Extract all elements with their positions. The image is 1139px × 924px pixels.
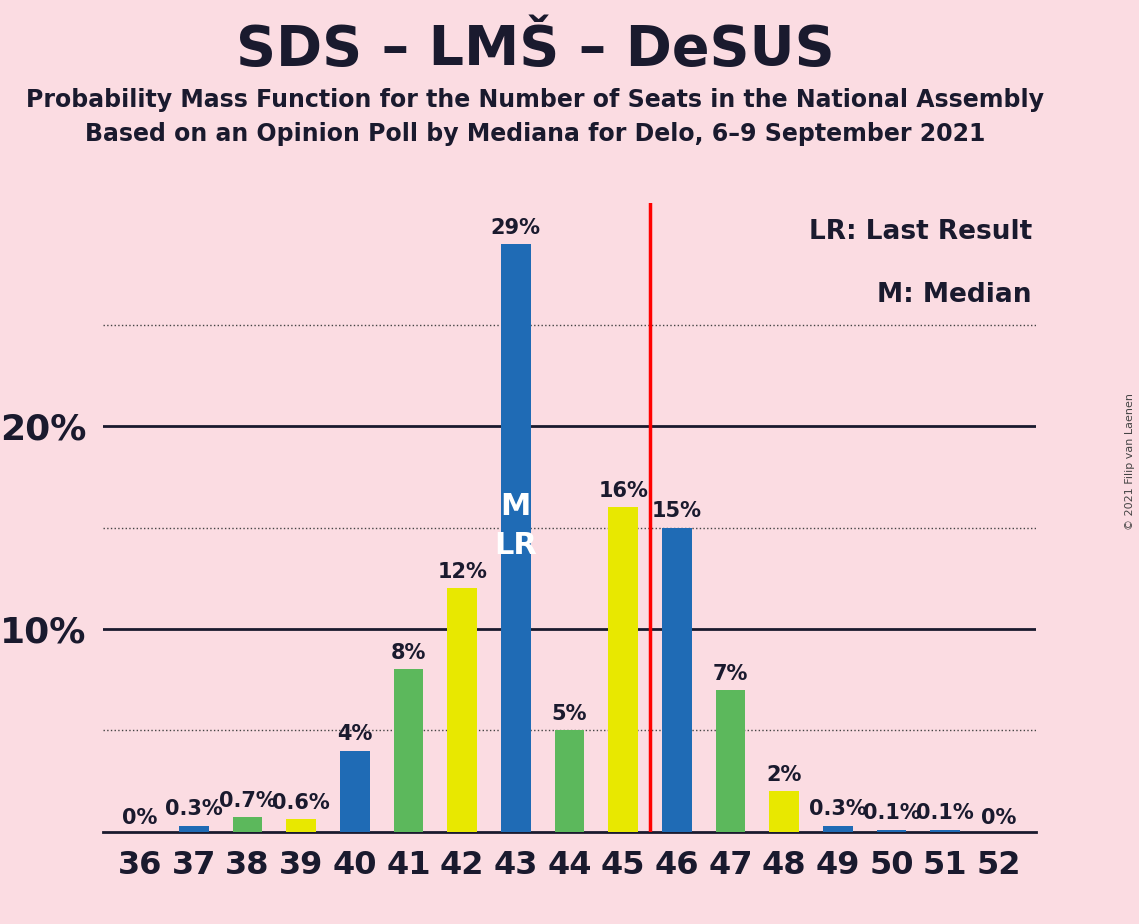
Bar [877, 830, 907, 832]
Text: 0.1%: 0.1% [862, 804, 920, 823]
Text: 0.1%: 0.1% [917, 804, 974, 823]
Bar [286, 820, 316, 832]
Bar [770, 791, 798, 832]
Text: 0.7%: 0.7% [219, 791, 277, 811]
Text: M: Median: M: Median [877, 282, 1032, 308]
Text: M
LR: M LR [494, 492, 538, 560]
Text: 5%: 5% [551, 704, 588, 724]
Bar [662, 528, 691, 832]
Bar [555, 730, 584, 832]
Text: © 2021 Filip van Laenen: © 2021 Filip van Laenen [1125, 394, 1134, 530]
Text: 8%: 8% [391, 643, 426, 663]
Bar [179, 825, 208, 832]
Text: SDS – LMŠ – DeSUS: SDS – LMŠ – DeSUS [236, 23, 835, 77]
Bar [501, 244, 531, 832]
Bar [394, 670, 424, 832]
Text: 16%: 16% [598, 481, 648, 501]
Text: 0.3%: 0.3% [809, 799, 867, 820]
Text: 29%: 29% [491, 218, 541, 237]
Text: 0%: 0% [981, 808, 1017, 828]
Bar [341, 750, 369, 832]
Text: 0%: 0% [122, 808, 158, 828]
Bar [448, 589, 477, 832]
Text: 4%: 4% [337, 724, 372, 745]
Text: 0.3%: 0.3% [165, 799, 222, 820]
Text: 12%: 12% [437, 563, 487, 582]
Text: 2%: 2% [767, 765, 802, 785]
Text: LR: Last Result: LR: Last Result [809, 219, 1032, 245]
Bar [823, 825, 853, 832]
Text: 7%: 7% [713, 663, 748, 684]
Text: 15%: 15% [652, 502, 702, 521]
Bar [931, 830, 960, 832]
Text: Based on an Opinion Poll by Mediana for Delo, 6–9 September 2021: Based on an Opinion Poll by Mediana for … [85, 122, 985, 146]
Text: 0.6%: 0.6% [272, 794, 330, 813]
Bar [232, 818, 262, 832]
Bar [715, 689, 745, 832]
Text: Probability Mass Function for the Number of Seats in the National Assembly: Probability Mass Function for the Number… [26, 88, 1044, 112]
Bar [608, 507, 638, 832]
